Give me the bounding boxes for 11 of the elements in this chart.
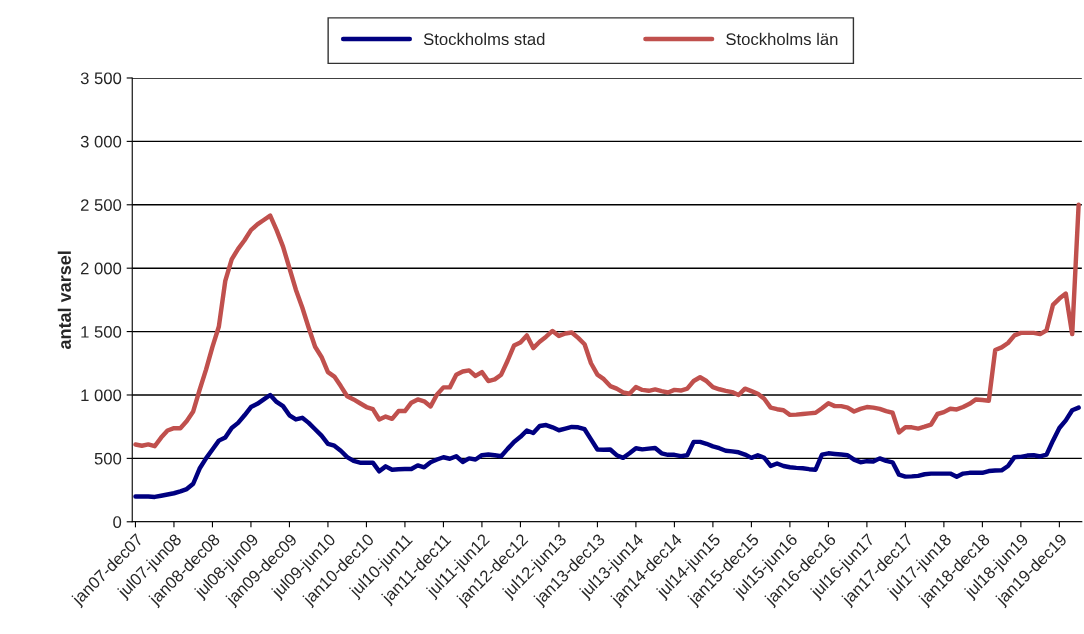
legend-label: Stockholms län	[726, 32, 838, 46]
y-tick-label: 1 500	[81, 325, 122, 338]
legend-label: Stockholms stad	[423, 32, 545, 46]
y-tick-label: 2 500	[80, 199, 122, 211]
y-tick-label: 3 000	[80, 135, 122, 148]
y-tick-label: 3 500	[80, 72, 122, 85]
y-axis-title: antal varsel	[57, 251, 71, 350]
y-tick-label: 0	[113, 516, 122, 528]
y-tick-label: 2 000	[80, 262, 122, 275]
y-tick-label: 500	[94, 452, 122, 465]
y-tick-label: 1 000	[81, 389, 122, 402]
